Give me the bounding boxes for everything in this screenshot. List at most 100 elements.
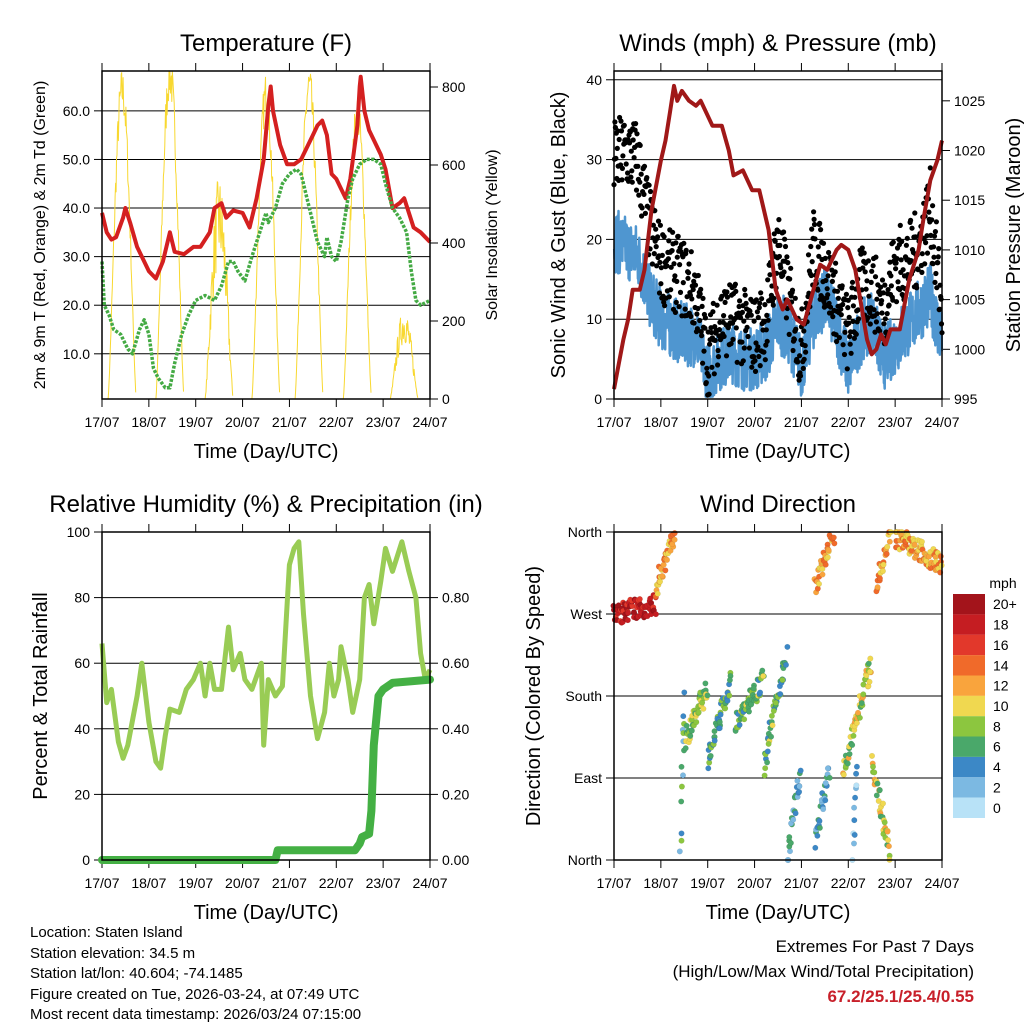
- gust-point: [658, 265, 664, 271]
- colorbar-level-label: 10: [993, 698, 1009, 714]
- gust-point: [700, 295, 706, 301]
- gust-point: [847, 341, 853, 347]
- x-tick-label: 23/07: [878, 875, 913, 891]
- y-tick-label: 20: [586, 231, 602, 247]
- gust-point: [868, 279, 874, 285]
- gust-point: [783, 315, 790, 321]
- x-tick-label: 23/07: [366, 875, 401, 891]
- y-right-tick-label: 0.40: [442, 721, 469, 737]
- colorbar-swatch: [953, 614, 985, 635]
- gust-point: [701, 348, 707, 354]
- gust-point: [728, 341, 734, 347]
- gust-point: [808, 243, 814, 250]
- gust-point: [782, 243, 789, 250]
- gust-point: [815, 244, 821, 250]
- gust-point: [882, 316, 888, 322]
- wind-direction-point: [716, 719, 723, 726]
- gust-point: [694, 311, 700, 317]
- gust-point: [930, 203, 936, 209]
- wind-direction-point: [764, 748, 771, 755]
- wind-direction-point: [702, 680, 709, 687]
- gust-point: [938, 296, 944, 302]
- gust-point: [620, 153, 626, 159]
- wind-direction-point: [741, 716, 748, 723]
- gust-point: [740, 358, 746, 364]
- y-tick-label: 20.0: [63, 297, 90, 313]
- gust-point: [612, 119, 618, 125]
- gust-point: [848, 350, 854, 356]
- wind-direction-point: [937, 553, 944, 560]
- gust-point: [931, 244, 937, 250]
- gust-point: [762, 357, 768, 363]
- gust-point: [742, 286, 748, 293]
- wind-direction-point: [636, 596, 643, 603]
- gust-point: [865, 258, 872, 264]
- speed-colorbar: mph 20+ 18 16 14 12 10 8 6 4 2 0: [953, 575, 1017, 818]
- panel-temperature: Temperature (F) Time (Day/UTC) 17/07 18/07 1…: [32, 30, 501, 463]
- gust-point: [805, 252, 812, 258]
- gust-point: [777, 242, 783, 248]
- wind-direction-point: [624, 617, 631, 624]
- gust-point: [724, 294, 731, 300]
- y-tick-label: 50.0: [63, 151, 90, 167]
- wind-direction-point: [654, 590, 661, 597]
- gust-point: [811, 216, 817, 222]
- gust-point: [623, 161, 629, 167]
- gust-point: [743, 300, 749, 306]
- gust-point: [707, 341, 713, 347]
- gust-point: [888, 283, 895, 289]
- wind-direction-point: [671, 536, 678, 543]
- gust-point: [861, 250, 867, 256]
- gust-point: [793, 326, 799, 332]
- gust-point: [614, 145, 620, 151]
- gust-point: [653, 244, 659, 250]
- gust-point: [790, 347, 796, 354]
- wind-direction-point: [880, 561, 887, 568]
- panel-winds: Winds (mph) & Pressure (mb) Time (Day/UTC…: [548, 30, 1024, 463]
- gust-point: [922, 261, 928, 267]
- gust-point: [682, 306, 688, 312]
- wind-direction-point: [779, 677, 786, 684]
- gust-point: [888, 273, 894, 279]
- y-right-tick-label: 1010: [954, 242, 985, 258]
- x-tick-label: 21/07: [784, 414, 819, 430]
- wind-direction-point: [768, 712, 775, 719]
- wind-direction-point: [816, 580, 823, 587]
- gust-point: [681, 240, 687, 246]
- gust-point: [866, 293, 872, 299]
- wind-direction-point: [700, 705, 707, 712]
- gust-point: [880, 290, 887, 296]
- wind-direction-point: [874, 780, 881, 787]
- gust-point: [708, 329, 715, 336]
- wind-direction-point: [885, 837, 892, 844]
- gust-point: [924, 250, 931, 256]
- colorbar-swatch: [953, 634, 985, 656]
- wind-direction-point: [816, 824, 823, 831]
- y-right-tick-label: 200: [442, 313, 466, 329]
- gust-point: [664, 263, 670, 269]
- wind-direction-point: [886, 538, 893, 545]
- gust-point: [797, 373, 804, 379]
- gust-point: [899, 238, 905, 245]
- y-axis-label: 2m & 9m T (Red, Orange) & 2m Td (Green): [32, 81, 49, 390]
- gust-point: [642, 210, 649, 216]
- plot-frame: [101, 531, 431, 861]
- gust-point: [737, 315, 744, 321]
- gust-point: [662, 303, 668, 309]
- gust-point: [816, 253, 822, 259]
- wind-direction-point: [736, 721, 743, 728]
- gust-point: [893, 266, 899, 272]
- wind-direction-point: [762, 765, 769, 772]
- x-axis-label: Time (Day/UTC): [706, 902, 851, 924]
- gust-point: [818, 227, 824, 233]
- gust-point: [699, 333, 705, 339]
- extremes-panel: Extremes For Past 7 Days (High/Low/Max W…: [673, 934, 974, 1009]
- gust-point: [801, 356, 807, 362]
- y-tick-label: 40.0: [63, 200, 90, 216]
- gust-point: [923, 240, 929, 246]
- chart-title: Wind Direction: [700, 491, 856, 518]
- y-right-tick-label: 600: [442, 157, 466, 173]
- wind-direction-point: [880, 800, 887, 807]
- wind-direction-point: [760, 673, 767, 680]
- wind-direction-point: [687, 732, 694, 739]
